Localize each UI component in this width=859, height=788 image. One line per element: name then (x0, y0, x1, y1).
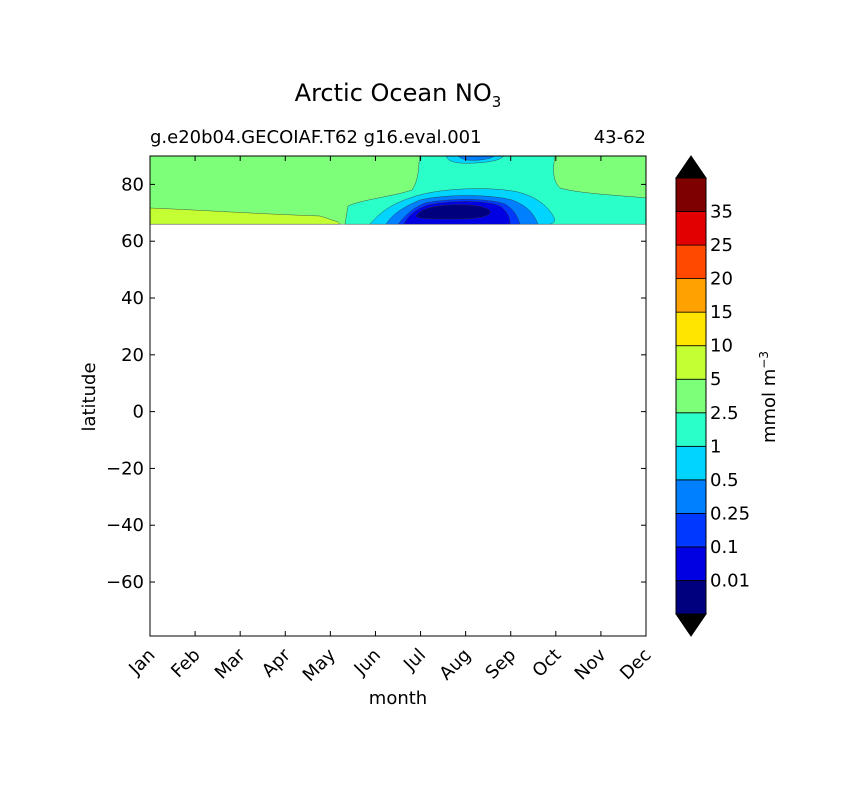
colorbar-tick-label: 0.01 (710, 570, 750, 591)
colorbar-tick-label: 35 (710, 202, 733, 223)
x-tick-label: Oct (528, 645, 565, 682)
colorbar-tick-label: 25 (710, 235, 733, 256)
x-tick-label: Aug (435, 645, 475, 685)
y-tick-label: 60 (121, 231, 144, 252)
x-axis-label: month (369, 688, 427, 709)
x-tick-label: Sep (481, 645, 520, 684)
colorbar-tick-label: 2.5 (710, 403, 739, 424)
years-label: 43-62 (594, 127, 646, 148)
x-tick-label: Jan (124, 645, 159, 680)
colorbar-bin (675, 378, 707, 414)
y-tick-label: 0 (133, 402, 144, 423)
colorbar-bin (675, 278, 707, 313)
colorbar-bin (675, 244, 707, 280)
chart-title: Arctic Ocean NO3 (295, 79, 502, 111)
colorbar-tick-label: 0.5 (710, 470, 739, 491)
colorbar-tick-label: 15 (710, 302, 733, 323)
colorbar-tick-label: 0.25 (710, 503, 750, 524)
x-tick-label: Nov (571, 644, 611, 684)
plot-area: 80 60 40 20 0 −20 −40 −60 Jan Feb Mar Apr May Jun Jul A… (106, 155, 656, 686)
y-tick-label: 80 (121, 174, 144, 195)
y-tick-label: 20 (121, 345, 144, 366)
colorbar-bin (675, 580, 707, 615)
y-tick-label: −20 (106, 458, 144, 479)
contour-field-7 (415, 204, 491, 220)
colorbar-tick-label: 1 (710, 436, 721, 457)
colorbar-label: mmol m−3 (757, 351, 780, 443)
x-tick-label: May (299, 644, 340, 685)
case-label: g.e20b04.GECOIAF.T62 g16.eval.001 (150, 127, 482, 148)
colorbar-bin (675, 546, 707, 581)
x-tick-label: Jul (399, 645, 430, 676)
colorbar-over-arrow (675, 155, 707, 179)
plot-frame (149, 155, 647, 637)
colorbar-label-exponent: −3 (757, 351, 771, 369)
colorbar: 0.01 0.1 0.25 0.5 1 2.5 5 10 15 20 25 35 (675, 155, 750, 637)
colorbar-tick-label: 20 (710, 269, 733, 290)
colorbar-bin (675, 512, 707, 548)
y-tick-label: −40 (106, 515, 144, 536)
contour-fields (149, 155, 647, 225)
colorbar-bin (675, 345, 707, 380)
colorbar-bin (675, 211, 707, 246)
colorbar-bin (675, 479, 707, 514)
x-tick-label: Feb (167, 645, 204, 682)
y-axis-label: latitude (79, 362, 100, 431)
colorbar-tick-label: 5 (710, 369, 721, 390)
x-tick-label: Dec (616, 645, 655, 684)
colorbar-tick-label: 10 (710, 336, 733, 357)
y-tick-label: 40 (121, 288, 144, 309)
colorbar-tick-label: 0.1 (710, 537, 739, 558)
colorbar-bin (675, 311, 707, 347)
colorbar-frame (675, 177, 707, 615)
colorbar-under-arrow (675, 613, 707, 637)
colorbar-bin (675, 177, 707, 212)
y-tick-label: −60 (106, 572, 144, 593)
x-tick-label: Jun (350, 645, 385, 680)
chart-title-subscript: 3 (492, 93, 502, 111)
contour-field-9 (457, 155, 495, 161)
contour-field-1 (149, 207, 341, 225)
colorbar-bin (675, 412, 707, 447)
x-tick-label: Mar (211, 644, 250, 683)
x-tick-label: Apr (258, 644, 295, 681)
plot-background (150, 156, 646, 636)
colorbar-bin (675, 445, 707, 481)
